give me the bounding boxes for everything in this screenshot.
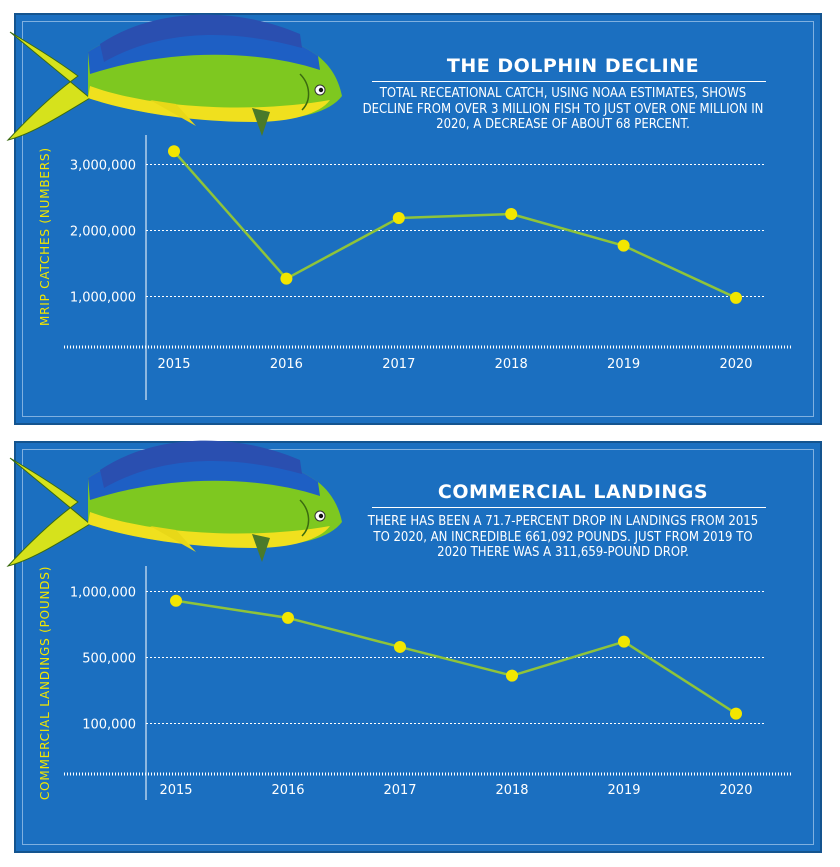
chart-title: THE DOLPHIN DECLINE [446, 55, 700, 77]
chart-description: THERE HAS BEEN A 71.7-PERCENT DROP IN LA… [367, 514, 759, 560]
y-axis-label: COMMERCIAL LANDINGS (POUNDS) [38, 565, 52, 800]
mahi-mahi-fish-icon [6, 440, 342, 567]
panel-border [22, 449, 814, 845]
chart-description: TOTAL RECEATIONAL CATCH, USING NOAA ESTI… [362, 86, 764, 132]
title-rule [372, 81, 766, 82]
panel-border [22, 21, 814, 417]
mahi-mahi-fish-icon [6, 14, 342, 141]
y-axis-label: MRIP CATCHES (NUMBERS) [38, 147, 52, 326]
title-rule [372, 507, 766, 508]
chart-title: COMMERCIAL LANDINGS [437, 481, 709, 503]
fish-graphic [6, 440, 342, 567]
fish-graphic [6, 14, 342, 141]
